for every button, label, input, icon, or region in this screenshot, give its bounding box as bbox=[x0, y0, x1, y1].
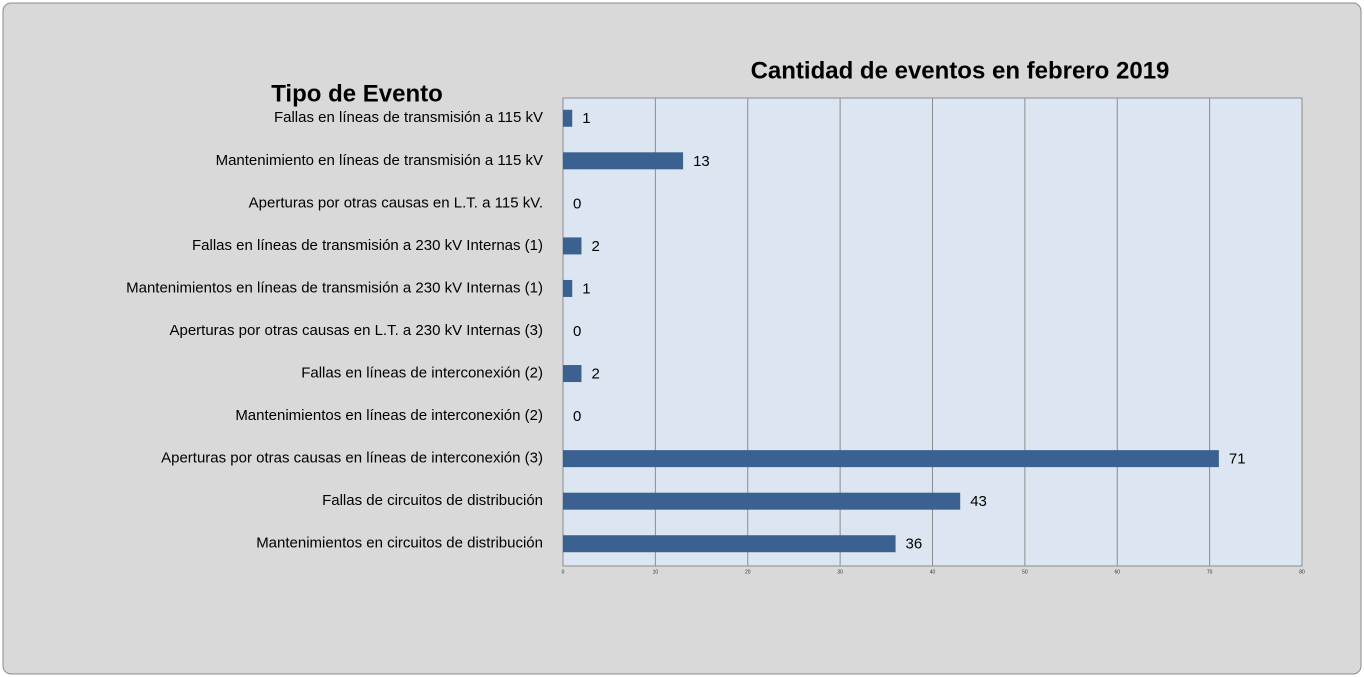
value-label: 0 bbox=[573, 408, 581, 425]
y-tick-label: Aperturas por otras causas en L.T. a 230… bbox=[169, 322, 543, 339]
value-label: 0 bbox=[573, 195, 581, 212]
y-axis-title: Tipo de Evento bbox=[271, 80, 443, 107]
y-tick-label: Fallas en líneas de transmisión a 115 kV bbox=[274, 109, 543, 126]
value-label: 1 bbox=[582, 110, 590, 127]
value-label: 1 bbox=[582, 280, 590, 297]
value-label: 36 bbox=[906, 536, 923, 553]
value-label: 43 bbox=[970, 493, 987, 510]
y-tick-label: Fallas de circuitos de distribución bbox=[322, 492, 543, 509]
y-tick-label: Mantenimientos en líneas de interconexió… bbox=[235, 407, 543, 424]
bar bbox=[563, 279, 573, 297]
x-tick-label: 70 bbox=[1207, 569, 1213, 575]
x-tick-label: 30 bbox=[837, 569, 843, 575]
y-tick-label: Fallas en líneas de interconexión (2) bbox=[301, 365, 543, 382]
y-tick-label: Aperturas por otras causas en líneas de … bbox=[161, 450, 543, 467]
bar bbox=[563, 492, 961, 510]
value-label: 2 bbox=[591, 238, 599, 255]
value-label: 2 bbox=[591, 366, 599, 383]
chart-title: Cantidad de eventos en febrero 2019 bbox=[751, 57, 1170, 84]
x-tick-label: 80 bbox=[1299, 569, 1305, 575]
bar bbox=[563, 365, 582, 383]
x-tick-label: 20 bbox=[745, 569, 751, 575]
y-tick-label: Mantenimientos en circuitos de distribuc… bbox=[256, 535, 543, 552]
y-tick-label: Mantenimiento en líneas de transmisión a… bbox=[216, 152, 543, 169]
x-tick-label: 50 bbox=[1022, 569, 1028, 575]
x-tick-label: 10 bbox=[653, 569, 659, 575]
x-tick-label: 40 bbox=[930, 569, 936, 575]
value-label: 0 bbox=[573, 323, 581, 340]
x-tick-label: 0 bbox=[562, 569, 565, 575]
bar bbox=[563, 109, 573, 127]
value-label: 13 bbox=[693, 153, 710, 170]
bar bbox=[563, 237, 582, 255]
y-tick-label: Mantenimientos en líneas de transmisión … bbox=[126, 279, 543, 296]
y-tick-label: Aperturas por otras causas en L.T. a 115… bbox=[249, 194, 543, 211]
y-tick-label: Fallas en líneas de transmisión a 230 kV… bbox=[192, 237, 543, 254]
bar bbox=[563, 535, 896, 553]
value-label: 71 bbox=[1229, 451, 1246, 468]
bar bbox=[563, 152, 684, 170]
x-tick-label: 60 bbox=[1114, 569, 1120, 575]
bar bbox=[563, 450, 1219, 468]
